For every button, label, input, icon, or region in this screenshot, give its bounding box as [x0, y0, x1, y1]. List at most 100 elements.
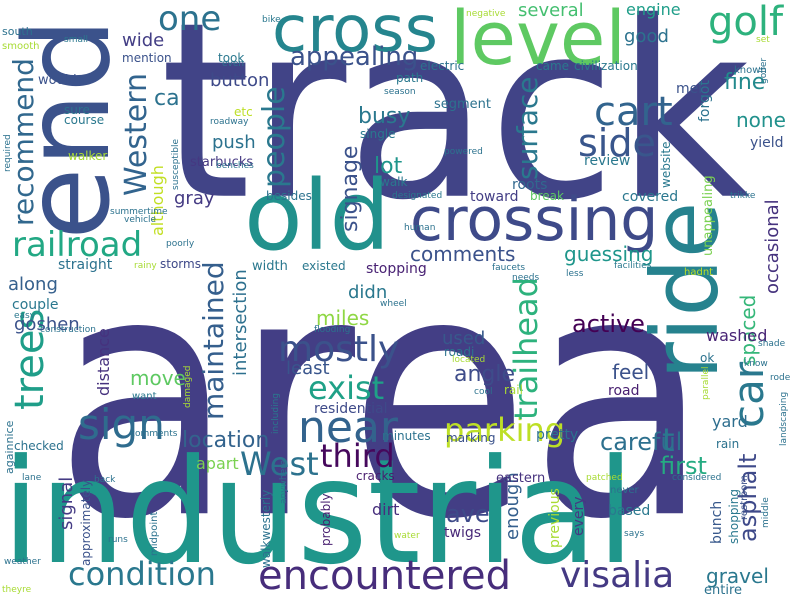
- word-located: located: [452, 355, 486, 365]
- word-smooth: smooth: [2, 41, 40, 52]
- word-faucets: faucets: [492, 263, 526, 273]
- word-level: level: [450, 0, 626, 82]
- word-first: first: [660, 452, 707, 480]
- word-human: human: [404, 223, 436, 233]
- word-encountered: encountered: [258, 553, 511, 599]
- word-back: back: [94, 475, 116, 485]
- word-besides: besides: [266, 189, 312, 203]
- word-electric: electric: [420, 59, 465, 73]
- word-powered: powered: [444, 147, 483, 157]
- word-roadway: roadway: [210, 117, 249, 127]
- word-segment: segment: [434, 97, 492, 112]
- word-landscaping: landscaping: [779, 391, 789, 446]
- word-sign: sign: [78, 400, 165, 449]
- word-lot: lot: [374, 154, 403, 179]
- word-break: break: [530, 189, 564, 203]
- word-walker: walker: [68, 149, 108, 163]
- word-people: people: [257, 86, 292, 188]
- word-stopping: stopping: [366, 261, 427, 277]
- word-distance: distance: [94, 328, 113, 396]
- word-path: path: [396, 71, 424, 85]
- word-washed: washed: [706, 326, 768, 345]
- word-water: water: [394, 531, 420, 541]
- word-hadnt: hadnt: [684, 267, 714, 278]
- word-shade: shade: [758, 339, 786, 349]
- word-season: season: [384, 87, 416, 97]
- word-based: based: [608, 503, 651, 519]
- word-button: button: [210, 70, 270, 91]
- word-west: West: [240, 445, 319, 483]
- word-maintained: maintained: [197, 261, 230, 420]
- word-t: t: [662, 421, 675, 459]
- word-bike: bike: [262, 15, 281, 25]
- word-track: track: [160, 0, 751, 254]
- word-benches: benches: [216, 161, 254, 171]
- word-guessing: guessing: [564, 242, 654, 266]
- word-took: took: [218, 51, 245, 65]
- word-rainy: rainy: [134, 261, 157, 271]
- word-engine: engine: [626, 0, 681, 19]
- word-ave: ave: [446, 500, 490, 528]
- word-storms: storms: [160, 257, 201, 271]
- word-good: good: [624, 26, 669, 47]
- word-comments: comments: [410, 242, 516, 266]
- word-least: least: [286, 358, 330, 379]
- word-residential: residential: [314, 401, 388, 417]
- word-didn: didn: [348, 282, 388, 303]
- word-toward: toward: [470, 189, 519, 205]
- word-roadi: roadi: [444, 345, 475, 359]
- word-approximately: approximately: [79, 479, 93, 566]
- word-required: required: [3, 134, 13, 172]
- word-surface: surface: [511, 76, 544, 180]
- word-wouldn: wouldn: [38, 73, 85, 88]
- word-occasional: occasional: [762, 199, 783, 294]
- word-condition: condition: [68, 555, 216, 593]
- word-pretty: pretty: [536, 427, 579, 443]
- word-summertime: summertime: [110, 207, 168, 217]
- word-miles: miles: [316, 306, 370, 330]
- word-visalia: visalia: [560, 555, 675, 596]
- word-busy: busy: [358, 104, 411, 129]
- word-dirt: dirt: [372, 500, 400, 519]
- word-want: want: [132, 391, 157, 402]
- word-apart: apart: [196, 454, 239, 473]
- word-small: small: [64, 35, 88, 45]
- word-weather: weather: [4, 557, 41, 567]
- word-careful: careful: [600, 428, 683, 456]
- word-construction: construction: [40, 325, 96, 335]
- word-old: old: [244, 160, 391, 272]
- word-signage: signage: [338, 145, 363, 232]
- word-area: area: [54, 202, 710, 594]
- word-including: including: [271, 393, 281, 434]
- word-walkwesterly: walkwesterly: [259, 489, 273, 568]
- word-couple: couple: [12, 297, 59, 313]
- word-mention: mention: [122, 51, 172, 65]
- word-easy: easy: [14, 311, 36, 321]
- word-feel: feel: [612, 360, 650, 384]
- word-used: used: [442, 328, 486, 349]
- word-negative: negative: [466, 9, 506, 19]
- word-damaged: damaged: [183, 365, 193, 408]
- word-eastern: eastern: [496, 471, 546, 486]
- word-single: single: [360, 127, 396, 141]
- word-fine: fine: [724, 70, 766, 95]
- word-existed: existed: [302, 259, 346, 273]
- word-lane: lane: [22, 473, 42, 483]
- word-minutes: minutes: [382, 429, 431, 443]
- word-signal: signal: [56, 476, 77, 530]
- word-ride: ride: [632, 201, 739, 380]
- word-susceptible: susceptible: [171, 138, 181, 190]
- word-never: never: [610, 485, 639, 496]
- word-previous: previous: [547, 488, 563, 548]
- word-facilities: facilities: [614, 261, 652, 271]
- word-theyre: theyre: [2, 585, 32, 595]
- word-every: every: [571, 496, 587, 536]
- word-rain: rain: [716, 437, 740, 451]
- word-cracks: cracks: [356, 469, 395, 483]
- word-even: even: [222, 59, 245, 69]
- word-twigs: twigs: [444, 525, 482, 541]
- word-mei: mei: [676, 81, 703, 97]
- word-midpoint: midpoint: [149, 511, 160, 556]
- word-bunch: bunch: [709, 500, 725, 544]
- word-trikke: trikke: [730, 191, 756, 201]
